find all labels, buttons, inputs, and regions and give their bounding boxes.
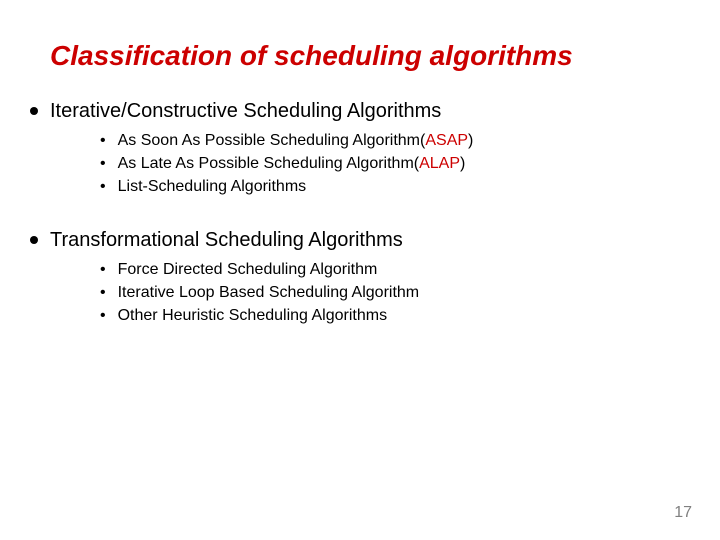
slide-title: Classification of scheduling algorithms (50, 40, 670, 72)
dot-icon: • (100, 175, 106, 198)
list-item: • Iterative Loop Based Scheduling Algori… (100, 281, 670, 304)
list-item: • As Soon As Possible Scheduling Algorit… (100, 129, 670, 152)
list-item-text: Iterative Loop Based Scheduling Algorith… (118, 281, 420, 304)
text-pre: Force Directed Scheduling Algorithm (118, 261, 378, 278)
text-pre: Iterative Loop Based Scheduling Algorith… (118, 284, 420, 301)
list-item: • As Late As Possible Scheduling Algorit… (100, 152, 670, 175)
dot-icon: • (100, 129, 106, 152)
list-item: • Other Heuristic Scheduling Algorithms (100, 304, 670, 327)
section-2-heading: Transformational Scheduling Algorithms (50, 229, 403, 252)
slide: Classification of scheduling algorithms … (0, 0, 720, 540)
text-pre: As Late As Possible Scheduling Algorithm… (118, 155, 420, 172)
dot-icon: • (100, 304, 106, 327)
list-item: • List-Scheduling Algorithms (100, 175, 670, 198)
text-pre: As Soon As Possible Scheduling Algorithm… (118, 132, 426, 149)
text-accent: ALAP (419, 155, 460, 172)
section-2-heading-row: Transformational Scheduling Algorithms (30, 229, 670, 252)
dot-icon: • (100, 152, 106, 175)
section-1-list: • As Soon As Possible Scheduling Algorit… (50, 129, 670, 199)
list-item-text: Force Directed Scheduling Algorithm (118, 258, 378, 281)
text-post: ) (460, 155, 465, 172)
text-pre: List-Scheduling Algorithms (118, 178, 307, 195)
text-post: ) (468, 132, 473, 149)
section-2-list: • Force Directed Scheduling Algorithm • … (50, 258, 670, 328)
text-accent: ASAP (425, 132, 468, 149)
list-item: • Force Directed Scheduling Algorithm (100, 258, 670, 281)
list-item-text: As Late As Possible Scheduling Algorithm… (118, 152, 466, 175)
bullet-icon (30, 236, 38, 244)
list-item-text: As Soon As Possible Scheduling Algorithm… (118, 129, 474, 152)
text-pre: Other Heuristic Scheduling Algorithms (118, 307, 387, 324)
section-1-heading: Iterative/Constructive Scheduling Algori… (50, 100, 441, 123)
list-item-text: Other Heuristic Scheduling Algorithms (118, 304, 387, 327)
list-item-text: List-Scheduling Algorithms (118, 175, 307, 198)
section-1: Iterative/Constructive Scheduling Algori… (50, 100, 670, 199)
dot-icon: • (100, 281, 106, 304)
dot-icon: • (100, 258, 106, 281)
bullet-icon (30, 107, 38, 115)
page-number: 17 (674, 504, 692, 522)
section-1-heading-row: Iterative/Constructive Scheduling Algori… (30, 100, 670, 123)
section-2: Transformational Scheduling Algorithms •… (50, 229, 670, 328)
